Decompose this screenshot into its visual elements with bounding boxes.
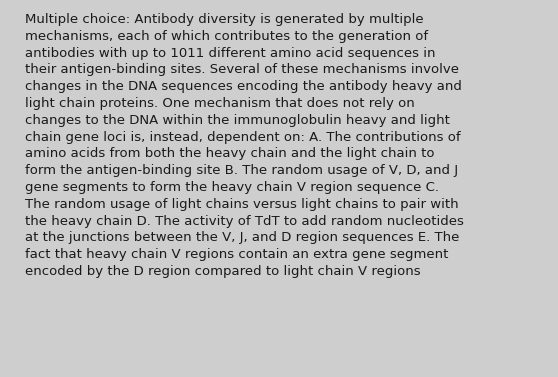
Text: Multiple choice: Antibody diversity is generated by multiple
mechanisms, each of: Multiple choice: Antibody diversity is g… (25, 13, 464, 278)
